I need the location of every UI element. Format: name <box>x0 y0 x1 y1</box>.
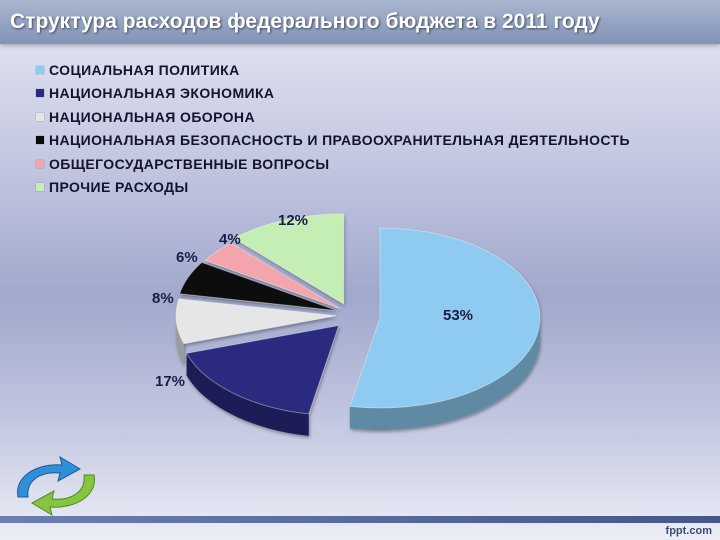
legend-item-other-expenses: ПРОЧИЕ РАСХОДЫ <box>36 176 630 200</box>
pie-slice-general-state-issues <box>204 242 341 310</box>
pie-slice-national-defense <box>175 298 337 366</box>
title-bar: Структура расходов федерального бюджета … <box>0 0 720 44</box>
legend-label-national-defense: НАЦИОНАЛЬНАЯ ОБОРОНА <box>49 108 255 125</box>
data-label-national-economy: 17% <box>155 373 185 390</box>
legend-swatch-national-defense <box>36 112 44 121</box>
pie-slice-side-national-defense <box>176 315 184 366</box>
legend-swatch-social-policy <box>36 65 44 74</box>
page-title: Структура расходов федерального бюджета … <box>10 10 600 33</box>
pie-slice-national-security <box>179 261 338 312</box>
footer-brand: fppt.com <box>665 525 712 537</box>
legend-item-national-security: НАЦИОНАЛЬНАЯ БЕЗОПАСНОСТЬ И ПРАВООХРАНИТ… <box>36 129 630 153</box>
pie-slice-social-policy <box>349 227 541 431</box>
legend-item-national-economy: НАЦИОНАЛЬНАЯ ЭКОНОМИКА <box>36 82 630 106</box>
data-label-national-security: 6% <box>176 249 198 266</box>
legend-item-general-state-issues: ОБЩЕГОСУДАРСТВЕННЫЕ ВОПРОСЫ <box>36 152 630 176</box>
legend-label-national-economy: НАЦИОНАЛЬНАЯ ЭКОНОМИКА <box>49 85 275 102</box>
data-label-other-expenses: 12% <box>278 212 308 229</box>
pie-slice-other-expenses <box>233 213 345 305</box>
legend-label-general-state-issues: ОБЩЕГОСУДАРСТВЕННЫЕ ВОПРОСЫ <box>49 155 330 172</box>
pie-slice-national-economy <box>185 324 340 436</box>
pie-slice-top-national-security <box>179 261 338 312</box>
data-label-social-policy: 53% <box>443 307 473 324</box>
pie-slice-top-social-policy <box>349 227 541 409</box>
legend-label-social-policy: СОЦИАЛЬНАЯ ПОЛИТИКА <box>49 61 240 78</box>
legend-item-national-defense: НАЦИОНАЛЬНАЯ ОБОРОНА <box>36 105 630 129</box>
legend-swatch-general-state-issues <box>36 159 44 168</box>
pie-slice-top-national-defense <box>175 298 337 345</box>
pie-slice-top-national-economy <box>185 324 340 415</box>
recycle-arrows-logo-icon <box>17 455 95 517</box>
chart-legend: СОЦИАЛЬНАЯ ПОЛИТИКА НАЦИОНАЛЬНАЯ ЭКОНОМИ… <box>36 58 630 199</box>
legend-swatch-national-economy <box>36 89 44 98</box>
legend-label-national-security: НАЦИОНАЛЬНАЯ БЕЗОПАСНОСТЬ И ПРАВООХРАНИТ… <box>49 132 630 149</box>
pie-slice-side-national-economy <box>186 353 309 436</box>
data-label-general-state-issues: 4% <box>219 231 241 248</box>
pie-slice-top-other-expenses <box>233 213 345 305</box>
legend-label-other-expenses: ПРОЧИЕ РАСХОДЫ <box>49 179 189 196</box>
footer-bar <box>0 516 720 523</box>
legend-item-social-policy: СОЦИАЛЬНАЯ ПОЛИТИКА <box>36 58 630 82</box>
pie-slice-side-social-policy <box>349 318 540 431</box>
legend-swatch-national-security <box>36 136 44 145</box>
pie-slice-top-general-state-issues <box>204 242 341 310</box>
legend-swatch-other-expenses <box>36 183 44 192</box>
data-label-national-defense: 8% <box>152 290 174 307</box>
